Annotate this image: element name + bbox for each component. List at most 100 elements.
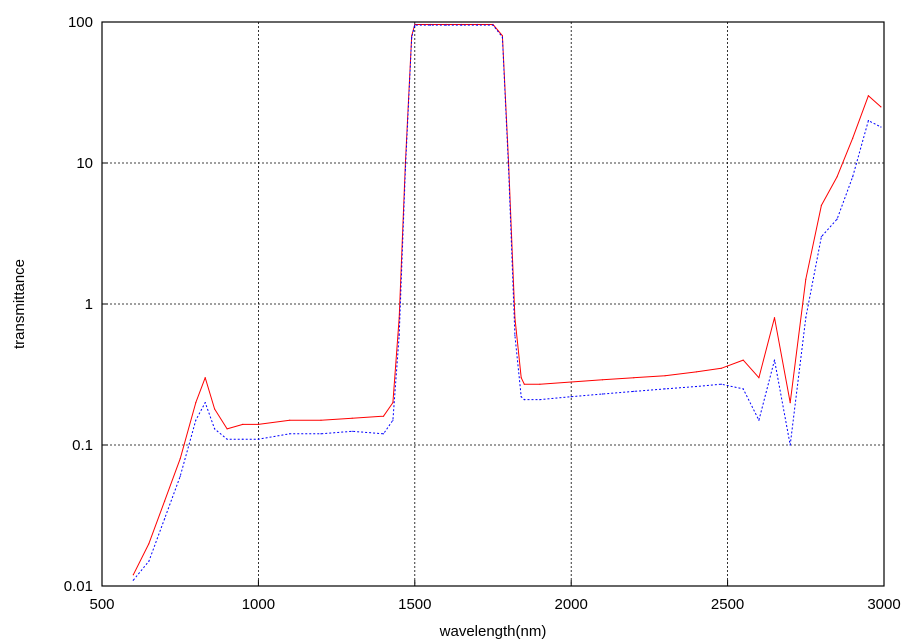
x-tick-labels: 500 1000 1500 2000 2500 3000 <box>89 596 900 613</box>
series-2-point <box>601 393 604 395</box>
series-line-2 <box>132 24 882 581</box>
series-2-point <box>633 390 635 392</box>
series-1-point <box>570 381 572 383</box>
series-1-point <box>148 543 150 545</box>
series-1-point <box>867 95 870 97</box>
series-2-point <box>404 168 406 171</box>
series-2-point <box>508 168 510 171</box>
series-2-point <box>852 176 854 178</box>
series-2-point <box>392 419 394 421</box>
series-2-point <box>195 419 197 421</box>
series-2-point <box>867 120 870 122</box>
x-tick-label: 2000 <box>555 596 588 613</box>
series-1-point <box>226 428 228 430</box>
series-2-point <box>411 36 413 38</box>
series-2-point <box>429 24 431 26</box>
series-1-point <box>695 371 697 373</box>
series-1-point <box>501 35 503 37</box>
series-2-point <box>773 359 776 361</box>
series-1-point <box>836 176 838 178</box>
series-2-point <box>820 236 823 238</box>
series-2-point <box>132 579 134 581</box>
series-1-point <box>257 423 259 425</box>
y-tick-label: 10 <box>76 155 93 172</box>
series-1-point <box>789 402 791 404</box>
series-1-point <box>880 106 882 108</box>
series-1-point <box>539 383 541 385</box>
series-layer <box>132 23 882 581</box>
series-2-point <box>148 560 150 562</box>
series-line-1 <box>132 24 882 576</box>
series-2-point <box>382 433 385 435</box>
series-2-point <box>539 399 541 401</box>
series-1-point <box>351 417 353 419</box>
series-2-point <box>226 438 228 440</box>
series-2-point <box>320 433 322 435</box>
series-2-point <box>164 518 166 520</box>
series-1-point <box>392 402 394 404</box>
series-1-point <box>773 317 776 319</box>
x-tick-label: 1500 <box>398 596 431 613</box>
x-tick-label: 3000 <box>867 596 900 613</box>
series-2 <box>132 24 882 581</box>
series-2-point <box>351 430 353 432</box>
series-1-point <box>601 379 604 381</box>
series-1-point <box>204 377 206 379</box>
series-1-point <box>164 500 166 502</box>
series-1-point <box>633 377 635 379</box>
series-2-point <box>836 218 838 220</box>
series-1-point <box>242 423 244 425</box>
series-1-point <box>382 415 385 417</box>
series-1-point <box>132 574 134 576</box>
series-1-point <box>664 375 666 377</box>
series-1-point <box>520 377 522 379</box>
series-1-point <box>289 419 291 421</box>
series-1-point <box>852 137 854 139</box>
series-2-point <box>204 402 206 404</box>
x-axis-label: wavelength(nm) <box>439 623 547 639</box>
y-tick-label: 0.01 <box>64 578 93 595</box>
y-tick-labels: 0.01 0.1 1 10 100 <box>64 14 93 595</box>
y-tick-label: 0.1 <box>72 437 93 454</box>
series-2-point <box>523 399 525 401</box>
series-2-point <box>742 388 744 390</box>
x-tick-label: 1000 <box>242 596 275 613</box>
series-2-point <box>501 36 503 38</box>
series-1-point <box>742 359 744 361</box>
series-2-point <box>720 383 722 385</box>
series-2-point <box>414 24 416 26</box>
series-2-point <box>664 388 666 390</box>
series-2-point <box>445 24 447 26</box>
series-1-point <box>195 402 197 404</box>
y-tick-label: 1 <box>85 296 93 313</box>
tick-marks <box>101 21 885 587</box>
series-2-point <box>257 438 259 440</box>
series-1-point <box>805 278 807 280</box>
series-2-point <box>880 126 882 128</box>
series-2-point <box>461 24 463 26</box>
series-2-point <box>492 24 494 26</box>
series-2-point <box>179 475 181 477</box>
series-2-point <box>476 24 478 26</box>
series-2-point <box>289 433 291 435</box>
series-2-point <box>758 419 760 421</box>
series-2-point <box>514 334 516 336</box>
x-tick-label: 2500 <box>711 596 744 613</box>
y-axis-label: transmittance <box>11 259 28 349</box>
series-1-point <box>179 458 181 460</box>
series-1-point <box>523 383 525 385</box>
x-tick-label: 500 <box>89 596 114 613</box>
series-1-point <box>214 408 216 410</box>
series-2-point <box>789 444 791 446</box>
series-2-point <box>570 396 572 398</box>
y-tick-label: 100 <box>68 14 93 31</box>
series-2-point <box>520 396 522 398</box>
series-1-point <box>758 377 760 379</box>
series-2-point <box>214 428 216 430</box>
series-1-point <box>820 204 823 206</box>
series-1-point <box>720 367 722 369</box>
series-2-point <box>398 334 400 336</box>
series-1-point <box>320 419 322 421</box>
